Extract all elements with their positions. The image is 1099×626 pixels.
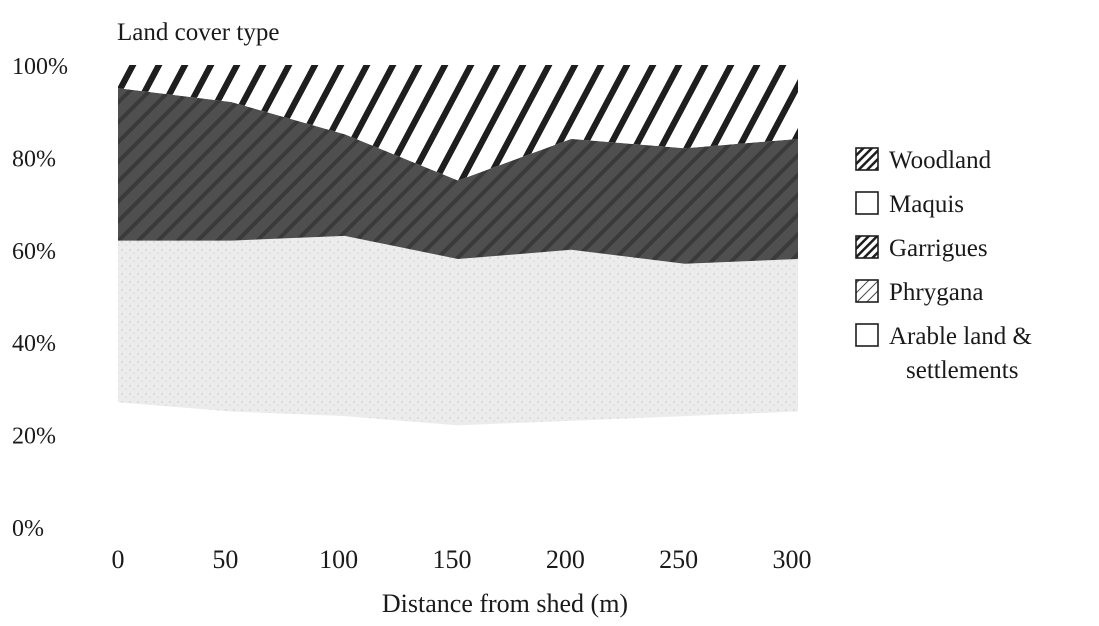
y-tick-label: 40% <box>12 331 56 357</box>
x-tick-label: 50 <box>212 545 238 574</box>
area-garrigues <box>118 88 798 264</box>
chart-title: Land cover type <box>117 19 279 46</box>
y-axis-ticks: 0% 20% 40% 60% 80% 100% <box>12 54 68 542</box>
x-tick-label: 250 <box>659 545 698 574</box>
legend-label: Maquis <box>889 191 964 218</box>
y-tick-label: 0% <box>12 516 44 542</box>
legend-label: Arable land & <box>889 323 1032 350</box>
legend-swatch <box>855 235 879 259</box>
area-arable-land <box>118 402 798 527</box>
x-tick-label: 200 <box>546 545 585 574</box>
area-woodland <box>118 65 798 181</box>
x-tick-label: 100 <box>319 545 358 574</box>
x-tick-label: 0 <box>112 545 125 574</box>
legend-swatch <box>855 147 879 171</box>
legend-label: Phrygana <box>889 279 983 306</box>
x-axis-label: Distance from shed (m) <box>382 589 628 618</box>
legend-item-maquis: Maquis <box>855 191 964 218</box>
legend-label: Woodland <box>889 147 992 174</box>
legend: Woodland Maquis Garrigues Phrygana Arable la… <box>855 147 1032 384</box>
legend-swatch <box>855 323 879 347</box>
y-tick-label: 60% <box>12 239 56 265</box>
x-tick-label: 150 <box>433 545 472 574</box>
y-tick-label: 80% <box>12 146 56 172</box>
legend-item-arable-land: Arable land & settlements <box>855 323 1032 384</box>
y-tick-label: 20% <box>12 424 56 450</box>
legend-swatch <box>855 279 879 303</box>
legend-label: Garrigues <box>889 235 988 262</box>
y-tick-label: 100% <box>12 54 68 80</box>
plot-area <box>118 65 798 527</box>
legend-swatch <box>855 191 879 215</box>
legend-item-woodland: Woodland <box>855 147 992 174</box>
legend-label: settlements <box>906 357 1018 384</box>
legend-item-garrigues: Garrigues <box>855 235 988 262</box>
x-tick-label: 300 <box>773 545 812 574</box>
legend-item-phrygana: Phrygana <box>855 279 983 306</box>
area-phrygana <box>118 235 798 426</box>
x-axis-ticks: 0 50 100 150 200 250 300 <box>112 545 812 574</box>
